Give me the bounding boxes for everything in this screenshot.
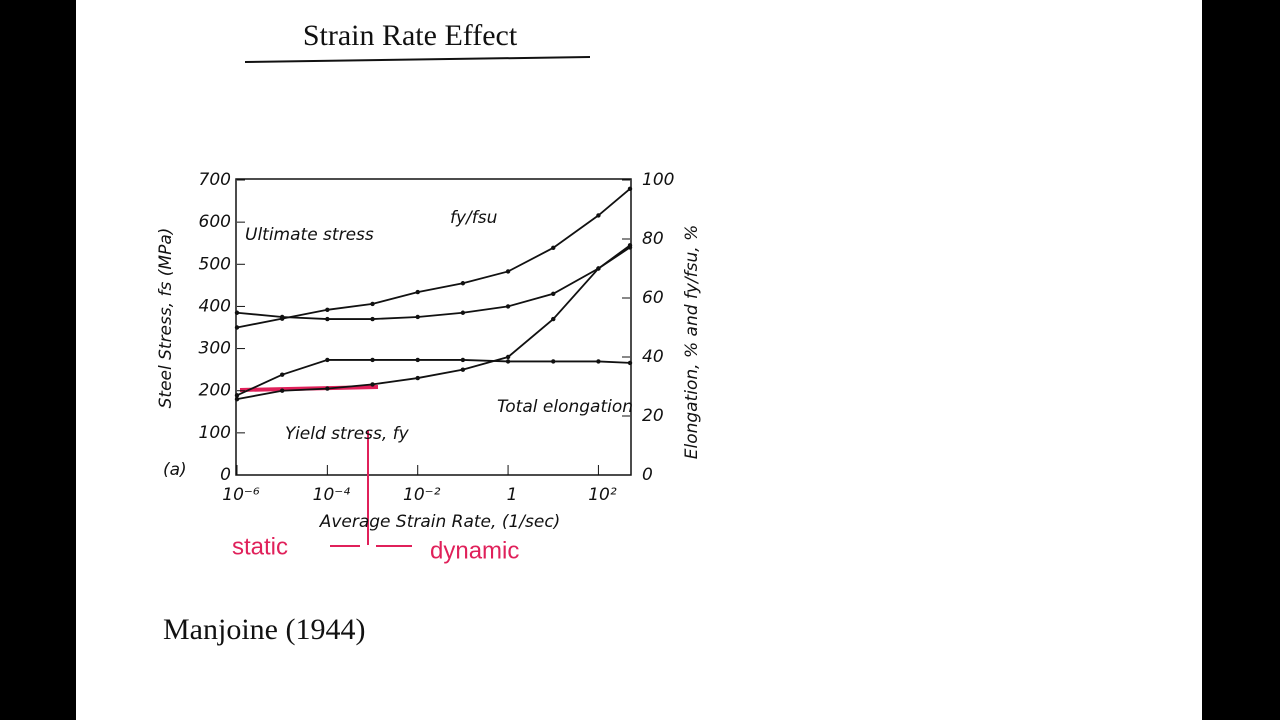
data-point: [596, 266, 601, 271]
y2-tick-label: 60: [642, 288, 664, 308]
citation: Manjoine (1944): [163, 613, 365, 646]
data-point: [460, 367, 466, 372]
x-tick-label: 10²: [588, 485, 617, 505]
data-point: [627, 360, 633, 366]
data-point: [415, 375, 420, 381]
y-tick-label: 500: [199, 254, 231, 274]
data-point: [551, 291, 556, 296]
data-point: [505, 269, 511, 274]
y-tick-label: 700: [199, 170, 231, 190]
y-tick-label: 200: [199, 381, 231, 401]
data-point: [627, 186, 633, 192]
x-tick-label: 10⁻⁴: [313, 485, 351, 505]
x-tick-label: 10⁻²: [403, 485, 441, 505]
data-point: [415, 289, 420, 295]
heading: Strain Rate Effect: [303, 19, 518, 52]
data-point: [596, 213, 601, 218]
x-tick-label: 1: [507, 485, 518, 505]
series-label: Total elongation: [497, 397, 633, 417]
y-tick-label: 400: [199, 296, 231, 316]
data-point: [234, 325, 240, 330]
slide: [76, 0, 1202, 720]
y-tick-label: 300: [199, 339, 231, 359]
data-point: [234, 396, 240, 402]
y-tick-label: 600: [199, 212, 231, 232]
y2-tick-label: 80: [642, 229, 664, 249]
data-point: [325, 357, 330, 363]
data-point: [415, 357, 420, 363]
static-label: static: [232, 533, 288, 560]
data-point: [234, 393, 240, 398]
data-point: [370, 316, 375, 322]
series-line: [236, 359, 631, 397]
data-point: [505, 304, 511, 309]
data-point: [460, 357, 466, 363]
data-point: [370, 301, 375, 307]
series-line: [236, 188, 631, 329]
data-point: [460, 281, 466, 286]
data-point: [415, 314, 420, 320]
data-point: [460, 310, 466, 315]
y-tick-label: 100: [199, 423, 231, 443]
series-line: [236, 244, 631, 401]
dynamic-label: dynamic: [430, 537, 519, 564]
data-point: [234, 310, 240, 315]
panel-label: (a): [163, 460, 187, 480]
red-highlight: [239, 385, 379, 392]
data-point: [596, 359, 601, 364]
data-point: [505, 354, 511, 360]
y-tick-label: 0: [220, 465, 231, 485]
data-point: [279, 388, 285, 393]
data-point: [325, 386, 330, 391]
y2-tick-label: 100: [642, 170, 674, 190]
data-point: [325, 307, 330, 312]
data-point: [370, 382, 375, 387]
x-axis-label: Average Strain Rate, (1/sec): [319, 512, 561, 532]
y2-tick-label: 20: [642, 406, 664, 426]
data-point: [551, 359, 556, 364]
data-point: [551, 245, 556, 251]
series-line: [236, 246, 631, 320]
data-point: [627, 243, 633, 248]
y2-tick-label: 40: [642, 347, 664, 367]
heading-underline: [244, 56, 591, 63]
series-label: Ultimate stress: [245, 225, 374, 245]
y2-tick-label: 0: [642, 465, 653, 485]
data-point: [505, 359, 511, 364]
series-label: fy/fsu: [450, 208, 498, 228]
y-axis-label: Steel Stress, fs (MPa): [156, 228, 176, 409]
x-tick-label: 10⁻⁶: [222, 485, 260, 505]
series-label: Yield stress, fy: [285, 424, 410, 444]
data-point: [325, 316, 330, 322]
data-point: [551, 316, 556, 322]
y2-axis-label: Elongation, % and fy/fsu, %: [682, 225, 702, 460]
data-point: [370, 357, 375, 363]
data-point: [279, 372, 285, 377]
data-point: [279, 316, 285, 321]
